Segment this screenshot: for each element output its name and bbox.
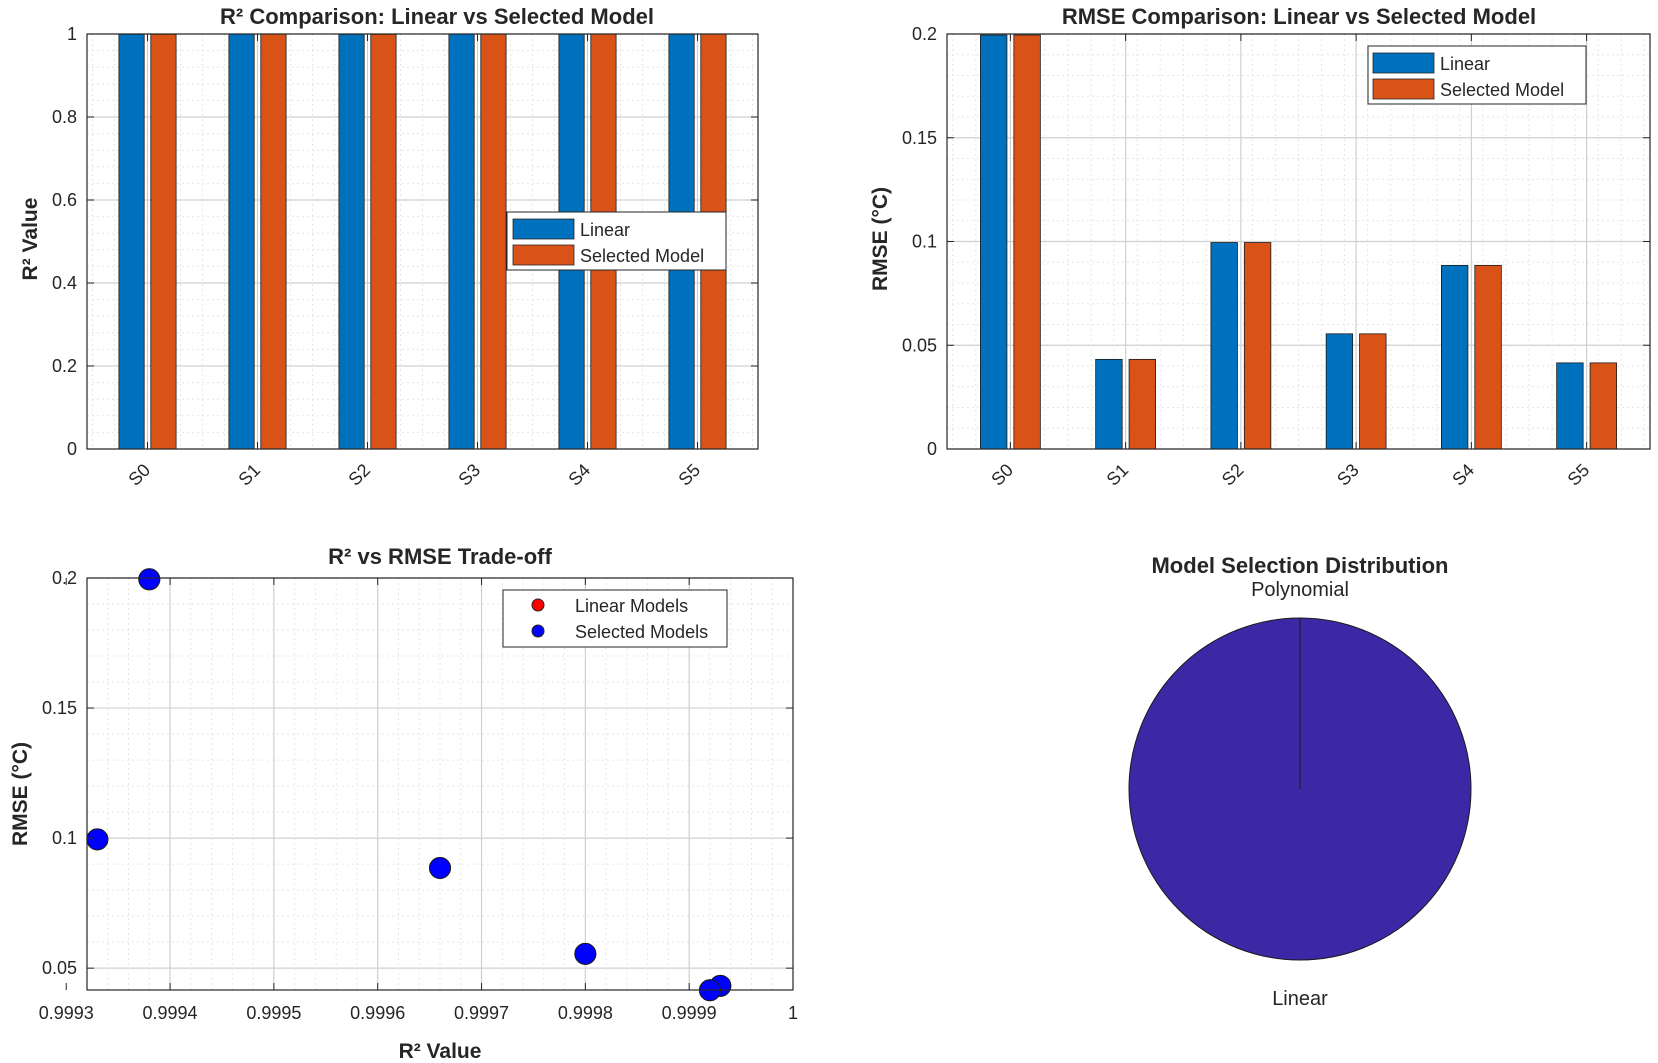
bar-selected-s1 (260, 33, 287, 450)
chart-title: R² Comparison: Linear vs Selected Model (220, 4, 654, 29)
legend-swatch-selected (1372, 78, 1435, 100)
x-tick-label: 0.9994 (143, 1003, 198, 1023)
scatter-points (86, 568, 732, 1002)
y-tick-label: 0.2 (52, 568, 77, 588)
x-tick-label: 0.9999 (662, 1003, 717, 1023)
y-axis-label: RMSE (°C) (9, 742, 32, 846)
grid (87, 577, 794, 990)
y-ticks: 0.05 0.1 0.15 0.2 (42, 568, 793, 978)
bars (980, 34, 1617, 450)
x-tick-label: 1 (788, 1003, 798, 1023)
bar-linear-s1 (228, 33, 255, 450)
y-tick-label: 0 (927, 439, 937, 459)
x-axis-label: R² Value (399, 1040, 482, 1063)
bar-linear-s5 (1556, 362, 1584, 450)
chart-title: R² vs RMSE Trade-off (328, 544, 552, 569)
legend-marker-linear (531, 598, 545, 612)
point-selected-4 (429, 857, 451, 880)
chart-title: RMSE Comparison: Linear vs Selected Mode… (1062, 4, 1536, 29)
y-ticks: 0 0.2 0.4 0.6 0.8 1 (52, 24, 758, 459)
y-tick-label: 0.1 (912, 232, 937, 252)
x-tick-label: 0.9993 (39, 1003, 94, 1023)
bar-selected-s1 (1128, 358, 1156, 450)
r2-vs-rmse-scatter: R² vs RMSE Trade-off RMSE (°C) R² Value … (9, 544, 798, 1063)
bar-selected-s2 (370, 33, 397, 450)
y-tick-label: 0.2 (52, 356, 77, 376)
y-tick-label: 0 (67, 439, 77, 459)
axes-box (86, 577, 794, 991)
bar-linear-s3 (448, 33, 475, 450)
pie-label-polynomial: Polynomial (1251, 579, 1349, 601)
legend-marker-selected (531, 624, 545, 638)
x-tick-label: 0.9996 (350, 1003, 405, 1023)
point-selected-2 (86, 828, 109, 851)
bar-linear-s2 (338, 33, 365, 450)
y-tick-label: 0.2 (912, 24, 937, 44)
pie (1128, 617, 1472, 961)
bar-selected-s0 (150, 33, 177, 450)
legend-swatch-linear (512, 218, 575, 240)
point-selected-0 (138, 568, 161, 591)
bar-linear-s2 (1210, 242, 1238, 450)
y-tick-label: 0.8 (52, 107, 77, 127)
legend-label-selected: Selected Model (580, 246, 704, 266)
y-tick-label: 0.6 (52, 190, 77, 210)
y-tick-label: 0.4 (52, 273, 77, 293)
legend-label-linear: Linear Models (575, 596, 688, 616)
legend-label-selected: Selected Models (575, 622, 708, 642)
x-tick-label: 0.9998 (558, 1003, 613, 1023)
bar-selected-s0 (1013, 34, 1041, 450)
axes-box (86, 33, 759, 450)
legend[interactable]: Linear Models Selected Models (502, 589, 728, 648)
y-tick-label: 0.15 (902, 128, 937, 148)
y-axis-label: RMSE (°C) (869, 187, 892, 291)
y-ticks: 0 0.05 0.1 0.15 0.2 (902, 24, 1650, 459)
x-tick-label: 0.9997 (454, 1003, 509, 1023)
legend-label-selected: Selected Model (1440, 80, 1564, 100)
legend-swatch-selected (512, 244, 575, 266)
y-tick-label: 0.05 (902, 335, 937, 355)
legend-swatch-linear (1372, 52, 1435, 74)
pie-label-linear: Linear (1272, 988, 1328, 1010)
legend-label-linear: Linear (580, 220, 630, 240)
x-ticks: 0.9993 0.9994 0.9995 0.9996 0.9997 0.9998 0.99… (39, 578, 798, 1023)
rmse-comparison-chart: RMSE Comparison: Linear vs Selected Mode… (869, 4, 1651, 490)
bar-linear-s1 (1095, 358, 1123, 450)
bar-selected-s4 (1474, 264, 1502, 450)
bar-selected-s2 (1243, 242, 1272, 450)
point-selected-3 (574, 942, 597, 965)
bar-linear-s0 (980, 34, 1008, 450)
legend[interactable]: Linear Selected Model (1367, 45, 1587, 105)
y-tick-label: 0.15 (42, 698, 77, 718)
x-tick-label: 0.9995 (246, 1003, 301, 1023)
bar-linear-s0 (118, 33, 145, 450)
model-selection-pie: Model Selection Distribution Polynomial … (1128, 553, 1472, 1010)
bar-linear-s3 (1325, 333, 1354, 450)
y-tick-label: 0.1 (52, 828, 77, 848)
legend[interactable]: Linear Selected Model (506, 211, 727, 271)
bar-selected-s5 (1589, 362, 1617, 450)
y-axis-label: R² Value (19, 198, 42, 281)
bar-selected-s3 (1359, 333, 1387, 450)
bar-selected-s3 (480, 33, 507, 450)
axes-frame (86, 577, 794, 991)
legend-label-linear: Linear (1440, 54, 1490, 74)
bar-linear-s4 (1441, 264, 1469, 450)
axes-frame (86, 33, 759, 450)
chart-title: Model Selection Distribution (1151, 553, 1448, 578)
y-tick-label: 1 (67, 24, 77, 44)
y-tick-label: 0.05 (42, 958, 77, 978)
